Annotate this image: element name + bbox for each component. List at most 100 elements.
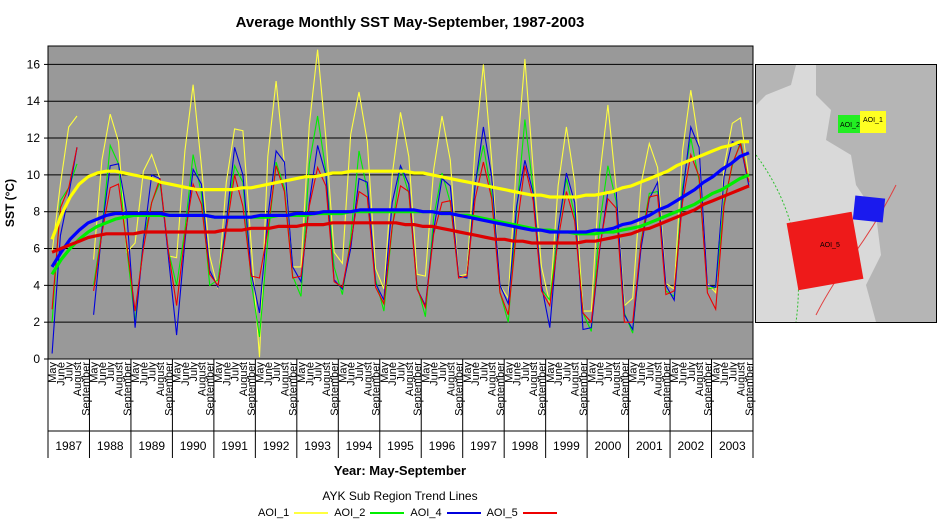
legend-label: AOI_1 [258,507,290,519]
x-tick-label: July [396,362,408,382]
x-tick-label: September [744,362,756,416]
aoi-5-label: AOI_5 [820,242,840,249]
year-label: 1989 [138,439,165,453]
aoi-1-region [860,111,886,133]
year-label: 1987 [55,439,82,453]
y-tick-label: 4 [33,278,40,292]
x-tick-label: June [719,362,731,386]
year-label: 2003 [719,439,746,453]
trend-line-aoi-4 [50,151,750,268]
x-tick-label: June [678,362,690,386]
year-label: 2002 [677,439,704,453]
x-tick-label: July [437,362,449,382]
chart-title: Average Monthly SST May-September, 1987-… [235,14,585,31]
x-tick-label: May [337,361,349,382]
x-tick-label: August [238,362,250,396]
legend-item-aoi2: AOI_2 [334,507,405,519]
legend-swatch [370,512,405,514]
legend-label: AOI_2 [334,507,366,519]
x-tick-label: July [64,361,76,381]
x-tick-label: May [586,362,598,383]
x-tick-label: June [138,362,150,386]
legend-label: AOI_5 [486,507,518,519]
x-tick-label: May [296,362,308,383]
year-label: 1995 [387,439,414,453]
x-tick-label: July [105,361,117,381]
x-tick-label: August [694,362,706,396]
year-label: 1998 [512,439,539,453]
x-tick-label: July [478,361,490,381]
x-tick-label: May [213,361,225,382]
x-tick-label: May [503,361,515,382]
x-tick-label: June [387,362,399,386]
x-tick-label: August [487,362,499,396]
x-tick-label: May [130,362,142,383]
x-tick-label: June [346,362,358,386]
x-tick-label: July [561,362,573,382]
x-tick-label: August [404,362,416,396]
x-tick-label: May [172,362,184,383]
x-tick-label: July [727,362,739,382]
aoi-2-label: AOI_2 [840,122,860,129]
year-label: 1999 [553,439,580,453]
y-tick-label: 6 [33,242,40,256]
x-tick-label: August [321,362,333,396]
x-tick-label: May [669,361,681,382]
region-map: AOI_2 AOI_1 AOI_5 [755,64,937,323]
x-tick-label: May [462,362,474,383]
year-label: 2000 [595,439,622,453]
x-tick-label: May [628,361,640,382]
legend-item-aoi5: AOI_5 [487,507,557,519]
aoi-1-label: AOI_1 [863,117,883,124]
x-tick-label: June [636,362,648,386]
x-tick-label: June [263,362,275,386]
year-label: 1993 [304,439,331,453]
year-label: 2001 [636,439,663,453]
x-tick-label: June [429,362,441,386]
year-label: 1994 [346,439,373,453]
x-tick-label: July [520,361,532,381]
x-tick-label: August [653,362,665,396]
year-label: 1988 [97,439,124,453]
x-tick-label: August [736,362,748,396]
year-label: 1996 [429,439,456,453]
trend-line-aoi-5 [51,184,750,254]
legend-swatch [522,512,557,514]
x-tick-label: June [304,362,316,386]
x-tick-label: July [603,362,615,382]
legend-swatch [294,512,329,514]
y-tick-label: 2 [33,315,40,329]
x-tick-label: June [55,362,67,386]
x-tick-label: August [155,362,167,396]
x-tick-label: May [420,362,432,383]
x-tick-label: June [512,362,524,386]
x-tick-label: May [255,362,267,383]
x-tick-label: May [379,361,391,382]
x-tick-label: August [114,362,126,396]
x-tick-label: July [271,362,283,382]
aoi-5-region [786,211,864,291]
legend-title: AYK Sub Region Trend Lines [322,489,478,503]
x-tick-label: July [188,361,200,381]
x-tick-label: July [147,362,159,382]
legend-label: AOI_4 [410,507,442,519]
y-tick-label: 14 [27,94,41,108]
series-line-aoi-1 [51,49,750,358]
x-tick-label: August [72,362,84,396]
x-tick-label: July [230,361,242,381]
y-tick-label: 16 [27,57,41,71]
x-tick-label: July [354,361,366,381]
x-tick-label: August [528,362,540,396]
x-tick-label: July [313,362,325,382]
x-tick-label: May [89,361,101,382]
x-tick-label: June [470,362,482,386]
legend-item-aoi1: AOI_1 [258,507,329,519]
year-label: 1997 [470,439,497,453]
x-tick-label: June [595,362,607,386]
x-tick-label: June [221,362,233,386]
y-tick-label: 8 [33,205,40,219]
year-label: 1992 [263,439,290,453]
x-tick-label: June [180,362,192,386]
legend-swatch [446,512,481,514]
legend: AOI_1 AOI_2 AOI_4 AOI_5 [258,507,557,519]
